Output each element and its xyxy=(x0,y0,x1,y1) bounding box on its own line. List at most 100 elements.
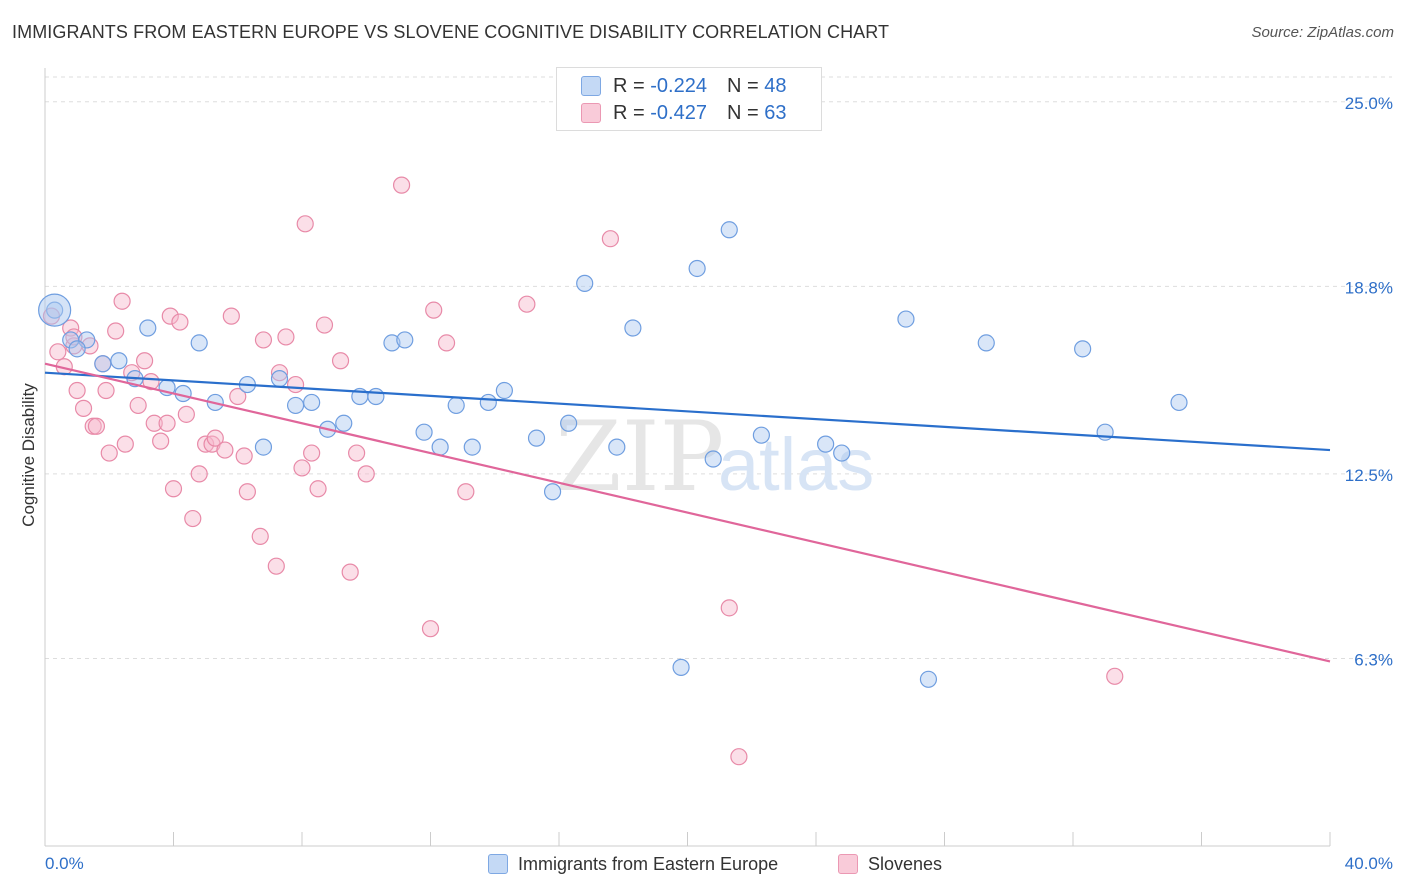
immigrants-point xyxy=(720,221,738,239)
bottom-legend-slovenes: Slovenes xyxy=(838,852,942,876)
slovenes-point xyxy=(303,444,321,462)
bottom-legend-immigrants: Immigrants from Eastern Europe xyxy=(488,852,778,876)
slovenes-point xyxy=(62,319,80,337)
immigrants-point xyxy=(139,319,157,337)
slovenes-point xyxy=(222,307,240,325)
bottom-legend-swatch-slovenes xyxy=(838,854,858,874)
immigrants-point xyxy=(977,334,995,352)
immigrants-point xyxy=(560,414,578,432)
watermark: ZIP atlas xyxy=(555,401,874,513)
immigrants-point xyxy=(833,444,851,462)
slovenes-point xyxy=(254,331,273,349)
immigrants-point xyxy=(752,426,770,444)
legend-swatch-slovenes xyxy=(581,103,601,123)
slovenes-point xyxy=(145,414,163,432)
immigrants-point xyxy=(688,259,706,278)
legend-n-value-immigrants: 48 xyxy=(764,74,787,97)
slovenes-point xyxy=(129,396,147,415)
immigrants-point xyxy=(495,381,513,400)
immigrants-point xyxy=(415,423,433,441)
legend-n-label: N = xyxy=(726,74,759,97)
slovenes-point xyxy=(1106,667,1124,685)
slovenes-point xyxy=(421,620,440,638)
immigrants-point xyxy=(110,352,128,370)
slovenes-point xyxy=(235,447,253,465)
slovenes-point xyxy=(74,399,93,417)
slovenes-point xyxy=(229,387,247,406)
immigrants-point xyxy=(1170,393,1188,412)
legend-row-immigrants: R = -0.224 N = 48 xyxy=(581,73,786,99)
immigrants-point xyxy=(624,319,642,337)
legend-r-label: R = xyxy=(613,101,645,124)
slovenes-trend-line xyxy=(44,362,1331,663)
bottom-legend-label-immigrants: Immigrants from Eastern Europe xyxy=(518,853,779,874)
y-tick-label: 6.3% xyxy=(1354,650,1393,669)
axes xyxy=(44,68,1331,847)
legend-row-slovenes: R = -0.427 N = 63 xyxy=(581,100,786,126)
bottom-legend-label-slovenes: Slovenes xyxy=(868,853,943,874)
watermark-atlas: atlas xyxy=(718,423,874,506)
slovenes-point xyxy=(331,352,350,370)
chart-title: IMMIGRANTS FROM EASTERN EUROPE VS SLOVEN… xyxy=(12,22,890,42)
slovenes-point xyxy=(720,599,738,617)
slovenes-point xyxy=(97,381,115,400)
watermark-zip: ZIP xyxy=(555,401,724,513)
slovenes-point xyxy=(49,343,67,361)
x-tick-label: 40.0% xyxy=(1345,854,1393,873)
slovenes-point xyxy=(116,435,134,453)
slovenes-point xyxy=(238,483,256,501)
immigrants-point xyxy=(383,334,401,352)
immigrants-point xyxy=(94,355,112,373)
y-tick-label: 18.8% xyxy=(1345,278,1393,297)
slovenes-point xyxy=(357,465,375,483)
slovenes-point xyxy=(425,301,443,319)
slovenes-point xyxy=(135,352,154,370)
slovenes-point xyxy=(277,328,295,346)
tick-labels: 6.3% 12.5% 18.8% 25.0% 0.0% 40.0% xyxy=(45,94,1393,873)
immigrants-point xyxy=(367,387,385,406)
immigrants-point xyxy=(479,393,497,412)
slovenes-point xyxy=(113,292,131,310)
immigrants-point xyxy=(254,438,273,456)
legend-r-value-immigrants: -0.224 xyxy=(650,74,707,97)
legend-n-value-slovenes: 63 xyxy=(764,101,787,124)
legend-swatch-immigrants xyxy=(581,76,601,96)
slovenes-point xyxy=(177,405,195,423)
immigrants-point xyxy=(431,438,449,456)
immigrants-point xyxy=(270,370,289,388)
immigrants-point xyxy=(672,658,690,676)
trend-lines xyxy=(44,362,1331,663)
immigrants-point xyxy=(704,450,722,468)
slovenes-point xyxy=(267,557,285,575)
slovenes-point xyxy=(68,381,86,400)
immigrants-point xyxy=(919,670,938,688)
slovenes-point xyxy=(152,432,170,450)
immigrants-point xyxy=(527,429,546,447)
source-credit: Source: ZipAtlas.com xyxy=(1251,24,1394,41)
slovenes-point xyxy=(348,444,366,462)
slovenes-point xyxy=(457,483,475,501)
immigrants-point xyxy=(576,274,594,292)
immigrants-point xyxy=(1074,340,1092,358)
y-tick-label: 25.0% xyxy=(1345,94,1393,113)
slovenes-point xyxy=(270,364,289,382)
immigrants-point xyxy=(68,340,86,358)
slovenes-point xyxy=(251,527,269,546)
legend-n-label: N = xyxy=(726,101,759,124)
y-tick-label: 12.5% xyxy=(1345,466,1393,485)
slovenes-point xyxy=(309,480,327,498)
immigrants-point xyxy=(190,334,208,352)
slovenes-point xyxy=(315,316,334,334)
slovenes-point xyxy=(158,414,176,432)
x-tick-label: 0.0% xyxy=(45,854,84,873)
legend-r-label: R = xyxy=(613,74,645,97)
slovenes-point xyxy=(164,480,183,498)
slovenes-point xyxy=(184,509,202,528)
y-axis-label: Cognitive Disability xyxy=(19,383,38,527)
bottom-legend-swatch-immigrants xyxy=(488,854,508,874)
slovenes-point xyxy=(601,230,620,248)
legend-r-value-slovenes: -0.427 xyxy=(650,101,707,124)
immigrants-point xyxy=(286,396,305,415)
immigrants-point xyxy=(543,483,562,501)
